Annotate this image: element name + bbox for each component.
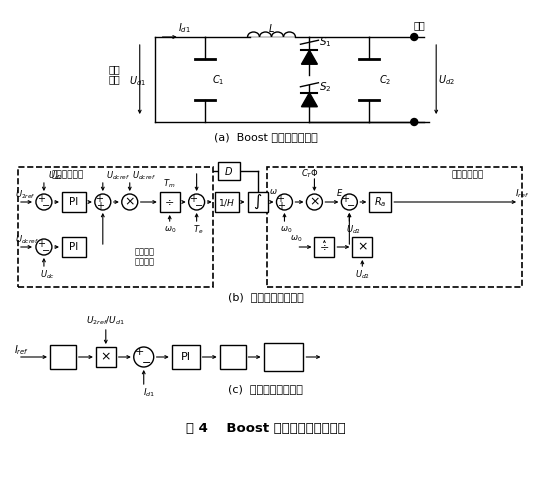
Text: $U_{d1}$: $U_{d1}$	[129, 74, 146, 88]
Text: ÷: ÷	[320, 242, 329, 252]
Text: $C_T\Phi$: $C_T\Phi$	[301, 168, 318, 180]
Circle shape	[411, 33, 418, 40]
Text: +: +	[135, 347, 144, 357]
Bar	[50, 345, 76, 369]
Text: +: +	[96, 201, 104, 211]
Text: 直流母线: 直流母线	[135, 248, 155, 256]
Text: +: +	[341, 194, 349, 204]
Text: +: +	[95, 194, 103, 204]
Text: PI: PI	[181, 352, 191, 362]
Bar	[247, 192, 268, 212]
Text: −: −	[195, 201, 203, 211]
Text: ÷: ÷	[165, 197, 174, 207]
Polygon shape	[302, 93, 318, 107]
Text: $I_{d1}$: $I_{d1}$	[178, 21, 191, 35]
Text: $U_{dcref}$: $U_{dcref}$	[132, 170, 156, 182]
Text: (b)  指令电流计算方法: (b) 指令电流计算方法	[228, 292, 303, 302]
Text: 直流: 直流	[109, 64, 120, 74]
Text: $C_2$: $C_2$	[379, 73, 391, 87]
Circle shape	[411, 118, 418, 126]
Text: $U_{2ref}/U_{d1}$: $U_{2ref}/U_{d1}$	[86, 315, 125, 327]
Text: $C_1$: $C_1$	[212, 73, 225, 87]
Text: −: −	[142, 358, 151, 368]
Text: 负荷: 负荷	[414, 20, 425, 30]
Text: ×: ×	[357, 241, 368, 253]
Text: 负荷电压调节: 负荷电压调节	[52, 170, 84, 179]
Bar	[217, 162, 239, 180]
Bar	[314, 237, 334, 257]
Text: +: +	[277, 194, 285, 204]
Text: PI: PI	[69, 197, 78, 207]
Text: $\int$: $\int$	[253, 193, 262, 211]
Text: $S_1$: $S_1$	[319, 35, 332, 49]
Text: $\omega_0$: $\omega_0$	[280, 225, 293, 235]
Text: +: +	[37, 239, 45, 249]
Text: $U_{dcref}$: $U_{dcref}$	[15, 234, 39, 246]
Text: $I_{ref}$: $I_{ref}$	[515, 188, 529, 200]
Text: $U_{d2}$: $U_{d2}$	[48, 170, 63, 182]
Polygon shape	[302, 50, 318, 64]
Bar	[62, 237, 86, 257]
Bar	[62, 192, 86, 212]
Text: $1/H$: $1/H$	[218, 196, 235, 208]
Text: 虚拟直流电机: 虚拟直流电机	[451, 170, 483, 179]
Text: $I_{ref}$: $I_{ref}$	[14, 343, 29, 357]
Text: +: +	[189, 194, 197, 204]
Text: 电压调节: 电压调节	[135, 257, 155, 266]
Text: ×: ×	[125, 195, 135, 209]
Text: ×: ×	[309, 195, 320, 209]
Text: $U_{dc}$: $U_{dc}$	[41, 269, 55, 281]
Text: $U_{d2}$: $U_{d2}$	[355, 269, 370, 281]
Text: $U_{d2}$: $U_{d2}$	[438, 73, 455, 87]
Text: −: −	[348, 201, 356, 211]
Text: 图 4    Boost 型负荷接口及其控制: 图 4 Boost 型负荷接口及其控制	[185, 422, 345, 435]
Bar	[18, 167, 213, 287]
Text: −: −	[42, 201, 50, 211]
Bar	[266, 167, 522, 287]
Text: $S_2$: $S_2$	[319, 80, 332, 93]
Text: $U_{2ref}$: $U_{2ref}$	[15, 189, 36, 201]
Text: $\omega_0$: $\omega_0$	[290, 234, 303, 244]
Text: ×: ×	[101, 350, 111, 363]
Text: $T_m$: $T_m$	[164, 178, 176, 190]
Bar	[369, 192, 391, 212]
Text: +: +	[278, 201, 286, 211]
Bar	[352, 237, 373, 257]
Text: 母线: 母线	[109, 74, 120, 84]
Text: $E$: $E$	[336, 186, 343, 197]
Bar	[96, 347, 116, 367]
Bar	[263, 343, 303, 371]
Text: $R_a$: $R_a$	[374, 195, 386, 209]
Text: $\omega_0$: $\omega_0$	[164, 225, 176, 235]
Bar	[220, 345, 246, 369]
Text: (a)  Boost 型负荷接口电路: (a) Boost 型负荷接口电路	[214, 132, 317, 142]
Bar	[160, 192, 180, 212]
Text: +: +	[37, 194, 45, 204]
Text: PI: PI	[69, 242, 78, 252]
Text: $T_e$: $T_e$	[193, 224, 204, 236]
Text: $U_{dcref}$: $U_{dcref}$	[106, 170, 130, 182]
Text: $D$: $D$	[224, 165, 233, 177]
Bar	[215, 192, 239, 212]
Text: $U_{d2}$: $U_{d2}$	[346, 224, 361, 236]
Text: $\omega$: $\omega$	[269, 187, 278, 196]
Text: (c)  电流跟踪控制策略: (c) 电流跟踪控制策略	[228, 384, 303, 394]
Bar	[172, 345, 200, 369]
Text: $L$: $L$	[268, 22, 275, 34]
Text: $I_{d1}$: $I_{d1}$	[143, 387, 155, 399]
Text: −: −	[42, 246, 50, 256]
